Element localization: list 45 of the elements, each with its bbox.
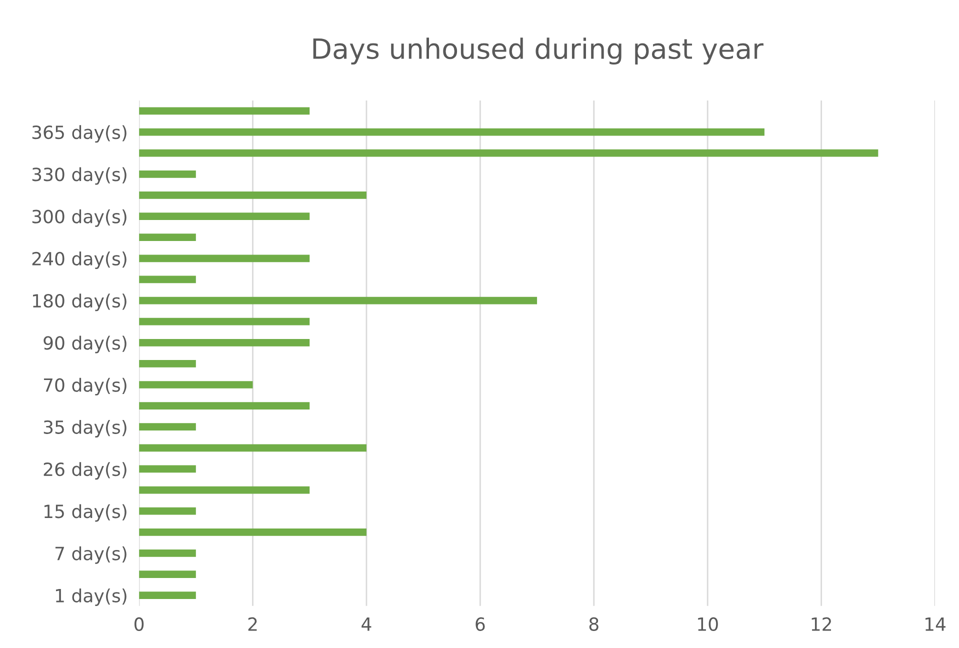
x-tick-label: 10: [698, 617, 718, 631]
bar: [139, 318, 310, 326]
y-tick-label: 70 day(s): [44, 378, 126, 396]
bar: [139, 507, 196, 515]
bar: [139, 212, 310, 220]
bar: [139, 402, 310, 410]
x-tick-label: 14: [926, 618, 946, 631]
bar: [139, 570, 196, 578]
bar: [139, 381, 253, 388]
chart-title: Days unhoused during past year: [313, 38, 764, 65]
bar: [139, 423, 196, 431]
bar: [139, 170, 196, 178]
y-tick-label: 90 day(s): [44, 336, 126, 354]
bar: [139, 486, 310, 494]
bar: [139, 149, 878, 157]
bar: [139, 192, 366, 199]
bar: [139, 592, 196, 600]
bar: [139, 107, 310, 115]
bar: [139, 360, 196, 368]
bar: [139, 128, 764, 136]
x-tick-label: 4: [362, 618, 372, 631]
bar: [139, 528, 366, 536]
y-tick-label: 365 day(s): [32, 125, 126, 143]
bar: [139, 338, 310, 346]
bar: [139, 465, 196, 473]
bar: [139, 296, 538, 304]
x-tick-label: 0: [134, 617, 144, 631]
x-tick-label: 6: [476, 617, 485, 631]
x-tick-label: 12: [812, 617, 831, 631]
y-tick-label: 180 day(s): [33, 294, 126, 312]
y-tick-label: 300 day(s): [32, 209, 126, 227]
bar: [139, 254, 310, 262]
y-tick-label: 15 day(s): [44, 504, 126, 522]
y-tick-label: 35 day(s): [44, 420, 126, 438]
y-tick-label: 26 day(s): [44, 462, 126, 480]
y-tick-label: 240 day(s): [32, 252, 126, 270]
x-tick-label: 2: [248, 617, 257, 631]
bar: [139, 444, 366, 452]
bar: [139, 276, 196, 284]
x-tick-label: 8: [589, 617, 598, 631]
bar: [139, 550, 196, 557]
y-tick-label: 7 day(s): [55, 546, 126, 564]
bar: [139, 234, 196, 242]
y-tick-label: 1 day(s): [56, 588, 126, 606]
y-tick-label: 330 day(s): [32, 167, 126, 185]
